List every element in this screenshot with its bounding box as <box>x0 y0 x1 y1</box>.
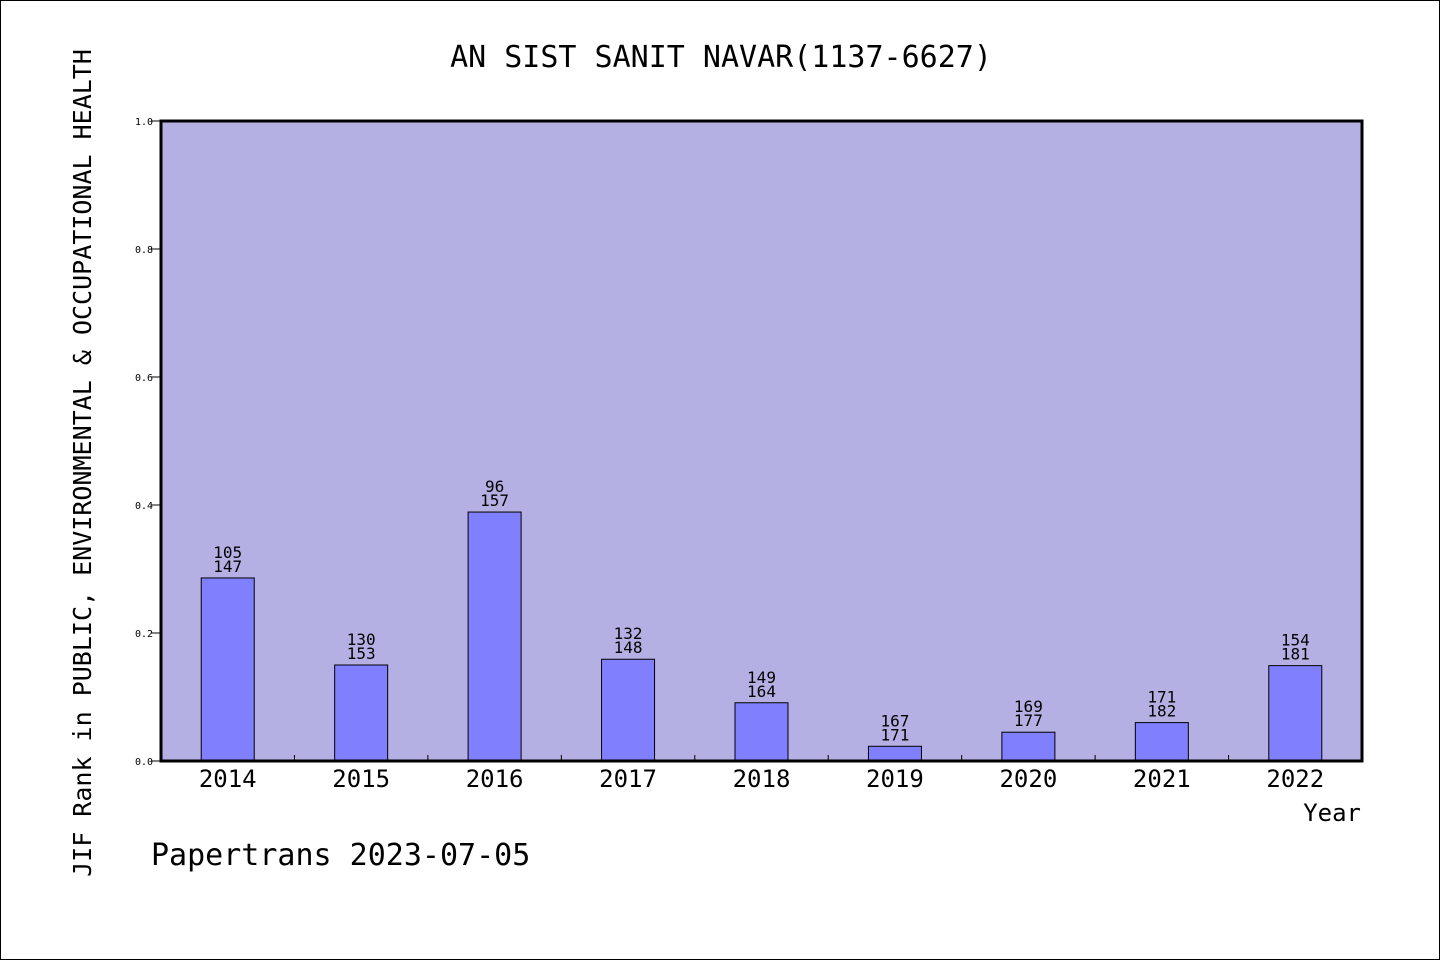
bar-2017 <box>601 658 656 762</box>
x-axis-title: Year <box>1303 799 1361 827</box>
bar-label-top: 154 <box>1281 631 1310 650</box>
bar-label-top: 132 <box>614 624 643 643</box>
bar-label-top: 105 <box>213 543 242 562</box>
chart-title: AN SIST SANIT NAVAR(1137-6627) <box>450 40 992 75</box>
bar-2016 <box>467 511 522 762</box>
x-tick-label: 2022 <box>1266 765 1324 793</box>
y-tick-label: 0.4 <box>135 501 153 512</box>
bar-label-bottom: 164 <box>747 682 776 701</box>
y-axis-title: JIF Rank in PUBLIC, ENVIRONMENTAL & OCCU… <box>68 49 97 877</box>
y-tick-label: 0.0 <box>135 757 153 768</box>
bar-label-bottom: 182 <box>1147 702 1176 721</box>
x-tick-label: 2015 <box>332 765 390 793</box>
bar-label-bottom: 147 <box>213 557 242 576</box>
x-tick-label: 2017 <box>599 765 657 793</box>
bar-2015 <box>334 664 389 762</box>
x-tick-label: 2016 <box>466 765 524 793</box>
y-axis-ticks: 0.0 0.2 0.4 0.6 0.8 1.0 <box>135 117 161 768</box>
bar-label-bottom: 181 <box>1281 645 1310 664</box>
x-tick-label: 2018 <box>733 765 791 793</box>
x-tick-label: 2014 <box>199 765 257 793</box>
x-tick-label: 2020 <box>999 765 1057 793</box>
x-axis-ticks: 2014 2015 2016 2017 2018 2019 2020 2021 2022 <box>199 755 1324 793</box>
bar-label-bottom: 171 <box>880 725 909 744</box>
bar-label-top: 130 <box>347 630 376 649</box>
bar-label-top: 169 <box>1014 697 1043 716</box>
plot-border <box>159 119 1364 763</box>
x-tick-label: 2021 <box>1133 765 1191 793</box>
bar-2021 <box>1134 722 1189 762</box>
bar-2022 <box>1268 665 1323 762</box>
bar-label-bottom: 148 <box>614 638 643 657</box>
bars-group: 1051471301539615713214814916416717116917… <box>200 477 1323 762</box>
bar-label-top: 149 <box>747 668 776 687</box>
y-tick-label: 0.2 <box>135 629 153 640</box>
bar-label-top: 171 <box>1147 688 1176 707</box>
plot-area <box>161 121 1362 761</box>
bar-2019 <box>867 745 922 762</box>
bar-2014 <box>200 577 255 762</box>
y-tick-label: 1.0 <box>135 117 153 128</box>
bar-label-top: 96 <box>485 477 504 496</box>
bar-2018 <box>734 702 789 762</box>
y-tick-label: 0.8 <box>135 245 153 256</box>
x-tick-label: 2019 <box>866 765 924 793</box>
bar-label-top: 167 <box>880 711 909 730</box>
bar-label-bottom: 157 <box>480 491 509 510</box>
bar-label-bottom: 177 <box>1014 711 1043 730</box>
y-tick-label: 0.6 <box>135 373 153 384</box>
bar-2020 <box>1001 731 1056 762</box>
footer-credit: Papertrans 2023-07-05 <box>151 838 530 873</box>
bar-label-bottom: 153 <box>347 644 376 663</box>
